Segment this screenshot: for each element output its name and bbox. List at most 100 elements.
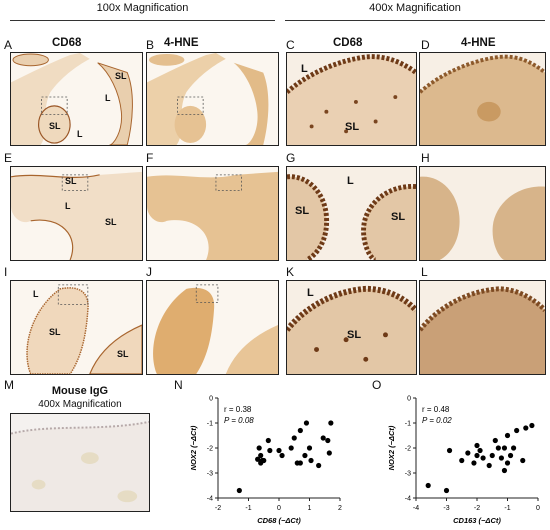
n-y-tick-label: -4 (207, 496, 213, 503)
n-data-point (256, 445, 262, 451)
n-y-tick-label: 0 (209, 396, 213, 403)
o-data-point (446, 447, 453, 454)
label-sl-e2: SL (105, 217, 117, 227)
o-x-tick-label: -2 (474, 505, 480, 512)
micrograph-j-art (153, 284, 278, 374)
label-sl-i2: SL (117, 349, 129, 359)
stain-title-c: CD68 (333, 37, 363, 49)
o-data-point (425, 482, 431, 489)
n-data-point (325, 437, 331, 444)
label-l-g: L (347, 175, 354, 187)
n-x-tick-label: -2 (215, 505, 221, 512)
o-data-point (498, 455, 504, 461)
o-data-point (474, 442, 480, 449)
micrograph-f-art (147, 171, 278, 260)
mouse-igg-title: Mouse IgG (51, 385, 109, 397)
panel-letter-d: D (421, 38, 430, 52)
n-data-point (265, 437, 271, 444)
n-data-point (255, 456, 261, 462)
o-x-tick-label: -3 (443, 505, 449, 512)
n-y-tick-label: -3 (207, 471, 213, 478)
micrograph-i-art (26, 284, 142, 374)
label-sl-a2: SL (49, 121, 61, 131)
panel-letter-h: H (421, 151, 430, 165)
micrograph-l-art (420, 286, 545, 374)
o-y-tick-label: 0 (407, 396, 411, 403)
o-data-point (520, 457, 526, 464)
o-y-tick-label: -3 (405, 471, 411, 478)
panel-letter-b: B (146, 38, 155, 52)
micrograph-f (146, 166, 279, 261)
header-400x-rule (285, 20, 545, 21)
label-l-a2: L (77, 129, 83, 139)
n-y-tick-label: -2 (207, 446, 213, 453)
o-data-point (501, 445, 508, 451)
n-data-point (276, 447, 282, 454)
micrograph-a-art (11, 53, 133, 145)
n-y-axis-label: NOX2 (−ΔCt) (189, 425, 198, 470)
o-annotation: P = 0.02 (422, 416, 452, 425)
panel-letter-i: I (4, 265, 8, 279)
o-data-point (480, 455, 486, 461)
o-annotation: r = 0.48 (422, 405, 450, 414)
n-x-tick-label: 1 (308, 505, 312, 512)
micrograph-e: SL L SL (10, 166, 143, 261)
micrograph-g-art (287, 174, 416, 260)
o-data-point (504, 460, 511, 466)
n-data-point (297, 427, 303, 434)
label-sl-k: SL (347, 329, 362, 341)
panel-letter-c: C (286, 38, 295, 52)
label-sl-c: SL (345, 121, 360, 133)
micrograph-m-art (11, 420, 149, 511)
panel-letter-e: E (4, 151, 13, 165)
o-data-point (477, 447, 483, 454)
n-data-point (316, 462, 322, 469)
stain-title-a: CD68 (52, 37, 82, 49)
o-x-tick-label: -1 (504, 505, 510, 512)
n-annotation: r = 0.38 (224, 405, 252, 414)
o-y-tick-label: -4 (405, 496, 411, 503)
micrograph-c: L SL (286, 52, 417, 146)
n-data-point (267, 447, 273, 454)
label-sl-g2: SL (391, 211, 406, 223)
label-l-i: L (33, 289, 39, 299)
scatter-plot-o: -4 -3 -2 -1 0 0 -1 -2 -3 -4 CD163 (−ΔCt) NOX2 (−ΔCt… (387, 396, 540, 526)
o-data-point (501, 467, 508, 474)
n-y-tick-label: -1 (207, 421, 213, 428)
panel-letter-g: G (286, 151, 296, 165)
o-data-point (511, 445, 517, 451)
label-sl-a1: SL (115, 71, 127, 81)
o-y-axis-label: NOX2 (−ΔCt) (387, 425, 396, 470)
n-x-tick-label: -1 (245, 505, 251, 512)
panel-letter-k: K (286, 265, 295, 279)
o-data-point (504, 432, 511, 439)
o-data-point (529, 422, 535, 429)
panel-letter-m: M (4, 378, 14, 392)
n-data-point (258, 452, 264, 459)
label-sl-e1: SL (65, 176, 77, 186)
o-x-axis-label: CD163 (−ΔCt) (453, 516, 501, 525)
header-100x-rule (10, 20, 275, 21)
micrograph-e-art (11, 171, 142, 260)
micrograph-h (419, 166, 546, 261)
n-data-point (306, 445, 313, 451)
label-sl-g1: SL (295, 205, 310, 217)
o-data-point (495, 445, 501, 451)
n-data-point (259, 457, 265, 464)
o-data-point (507, 452, 514, 459)
panel-letter-j: J (146, 265, 152, 279)
micrograph-j (146, 280, 279, 375)
mouse-igg-subtitle: 400x Magnification (38, 399, 122, 410)
micrograph-m (10, 413, 150, 512)
panel-letter-f: F (146, 151, 154, 165)
n-data-point (302, 452, 308, 459)
o-data-point (486, 462, 492, 469)
o-x-tick-label: -4 (413, 505, 419, 512)
micrograph-b (146, 52, 279, 146)
n-data-point (308, 457, 314, 464)
o-data-point (514, 427, 520, 434)
header-400x: 400x Magnification (369, 2, 461, 14)
n-data-point (291, 435, 297, 441)
n-x-tick-label: 0 (277, 505, 281, 512)
label-l-e: L (65, 201, 71, 211)
